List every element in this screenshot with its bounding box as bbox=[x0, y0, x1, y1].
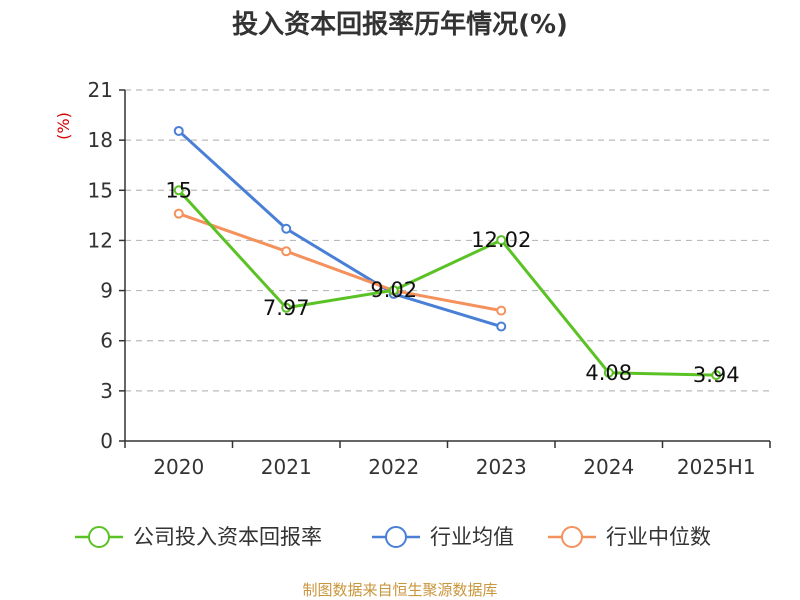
series-company bbox=[173, 185, 722, 381]
y-tick-label: 6 bbox=[100, 329, 113, 353]
y-tick-label: 12 bbox=[88, 228, 113, 252]
x-tick-label: 2022 bbox=[368, 455, 419, 479]
y-tick-label: 15 bbox=[88, 178, 113, 202]
legend-marker bbox=[561, 526, 583, 548]
x-tick-labels: 2020 2021 2022 2023 2024 2025H1 bbox=[153, 455, 755, 479]
axes bbox=[119, 89, 771, 448]
data-label: 9.02 bbox=[370, 278, 417, 302]
y-tick-label: 18 bbox=[88, 128, 113, 152]
source-note: 制图数据来自恒生聚源数据库 bbox=[302, 581, 497, 599]
series-group bbox=[173, 125, 722, 381]
data-point-company[interactable] bbox=[496, 235, 507, 246]
data-point-industry_avg[interactable] bbox=[496, 321, 507, 332]
legend[interactable]: 公司投入资本回报率 行业均值 行业中位数 bbox=[75, 525, 711, 549]
grid-lines bbox=[125, 89, 770, 392]
y-tick-labels: 0 3 6 9 12 15 18 21 bbox=[88, 78, 113, 453]
x-tick-label: 2021 bbox=[261, 455, 312, 479]
y-tick-label: 3 bbox=[100, 379, 113, 403]
data-point-industry_avg[interactable] bbox=[281, 223, 292, 234]
data-labels: 15 7.97 9.02 12.02 4.08 3.94 bbox=[165, 178, 739, 387]
x-tick-label: 2025H1 bbox=[677, 455, 756, 479]
legend-label: 行业均值 bbox=[430, 525, 514, 549]
x-tick-label: 2024 bbox=[583, 455, 634, 479]
series-line-industry_median bbox=[178, 212, 502, 313]
legend-item-industry_avg[interactable]: 行业均值 bbox=[372, 525, 514, 549]
data-label: 15 bbox=[165, 178, 192, 202]
data-point-company[interactable] bbox=[388, 285, 399, 296]
series-line-industry_avg bbox=[177, 129, 502, 328]
data-label: 12.02 bbox=[471, 228, 531, 252]
data-point-industry_median[interactable] bbox=[173, 208, 184, 219]
series-line-company bbox=[177, 189, 717, 377]
data-point-company[interactable] bbox=[173, 185, 184, 196]
x-tick-label: 2023 bbox=[476, 455, 527, 479]
data-point-industry_median[interactable] bbox=[496, 305, 507, 316]
legend-item-company[interactable]: 公司投入资本回报率 bbox=[75, 525, 322, 549]
legend-label: 行业中位数 bbox=[606, 525, 711, 549]
legend-item-industry_median[interactable]: 行业中位数 bbox=[548, 525, 711, 549]
data-point-industry_median[interactable] bbox=[281, 246, 292, 257]
y-tick-label: 9 bbox=[100, 279, 113, 303]
y-tick-label: 21 bbox=[88, 78, 113, 102]
data-point-company[interactable] bbox=[603, 367, 614, 378]
data-point-company[interactable] bbox=[711, 370, 722, 381]
y-tick-label: 0 bbox=[100, 429, 113, 453]
data-point-industry_avg[interactable] bbox=[173, 125, 184, 136]
y-axis-label: (%) bbox=[54, 112, 73, 140]
legend-marker bbox=[385, 526, 407, 548]
data-label: 7.97 bbox=[263, 296, 310, 320]
data-label: 4.08 bbox=[585, 361, 632, 385]
legend-label: 公司投入资本回报率 bbox=[133, 525, 322, 549]
legend-marker bbox=[88, 526, 110, 548]
data-label: 3.94 bbox=[693, 363, 740, 387]
chart-title: 投入资本回报率历年情况(%) bbox=[232, 9, 568, 40]
data-point-company[interactable] bbox=[281, 302, 292, 313]
x-tick-label: 2020 bbox=[153, 455, 204, 479]
